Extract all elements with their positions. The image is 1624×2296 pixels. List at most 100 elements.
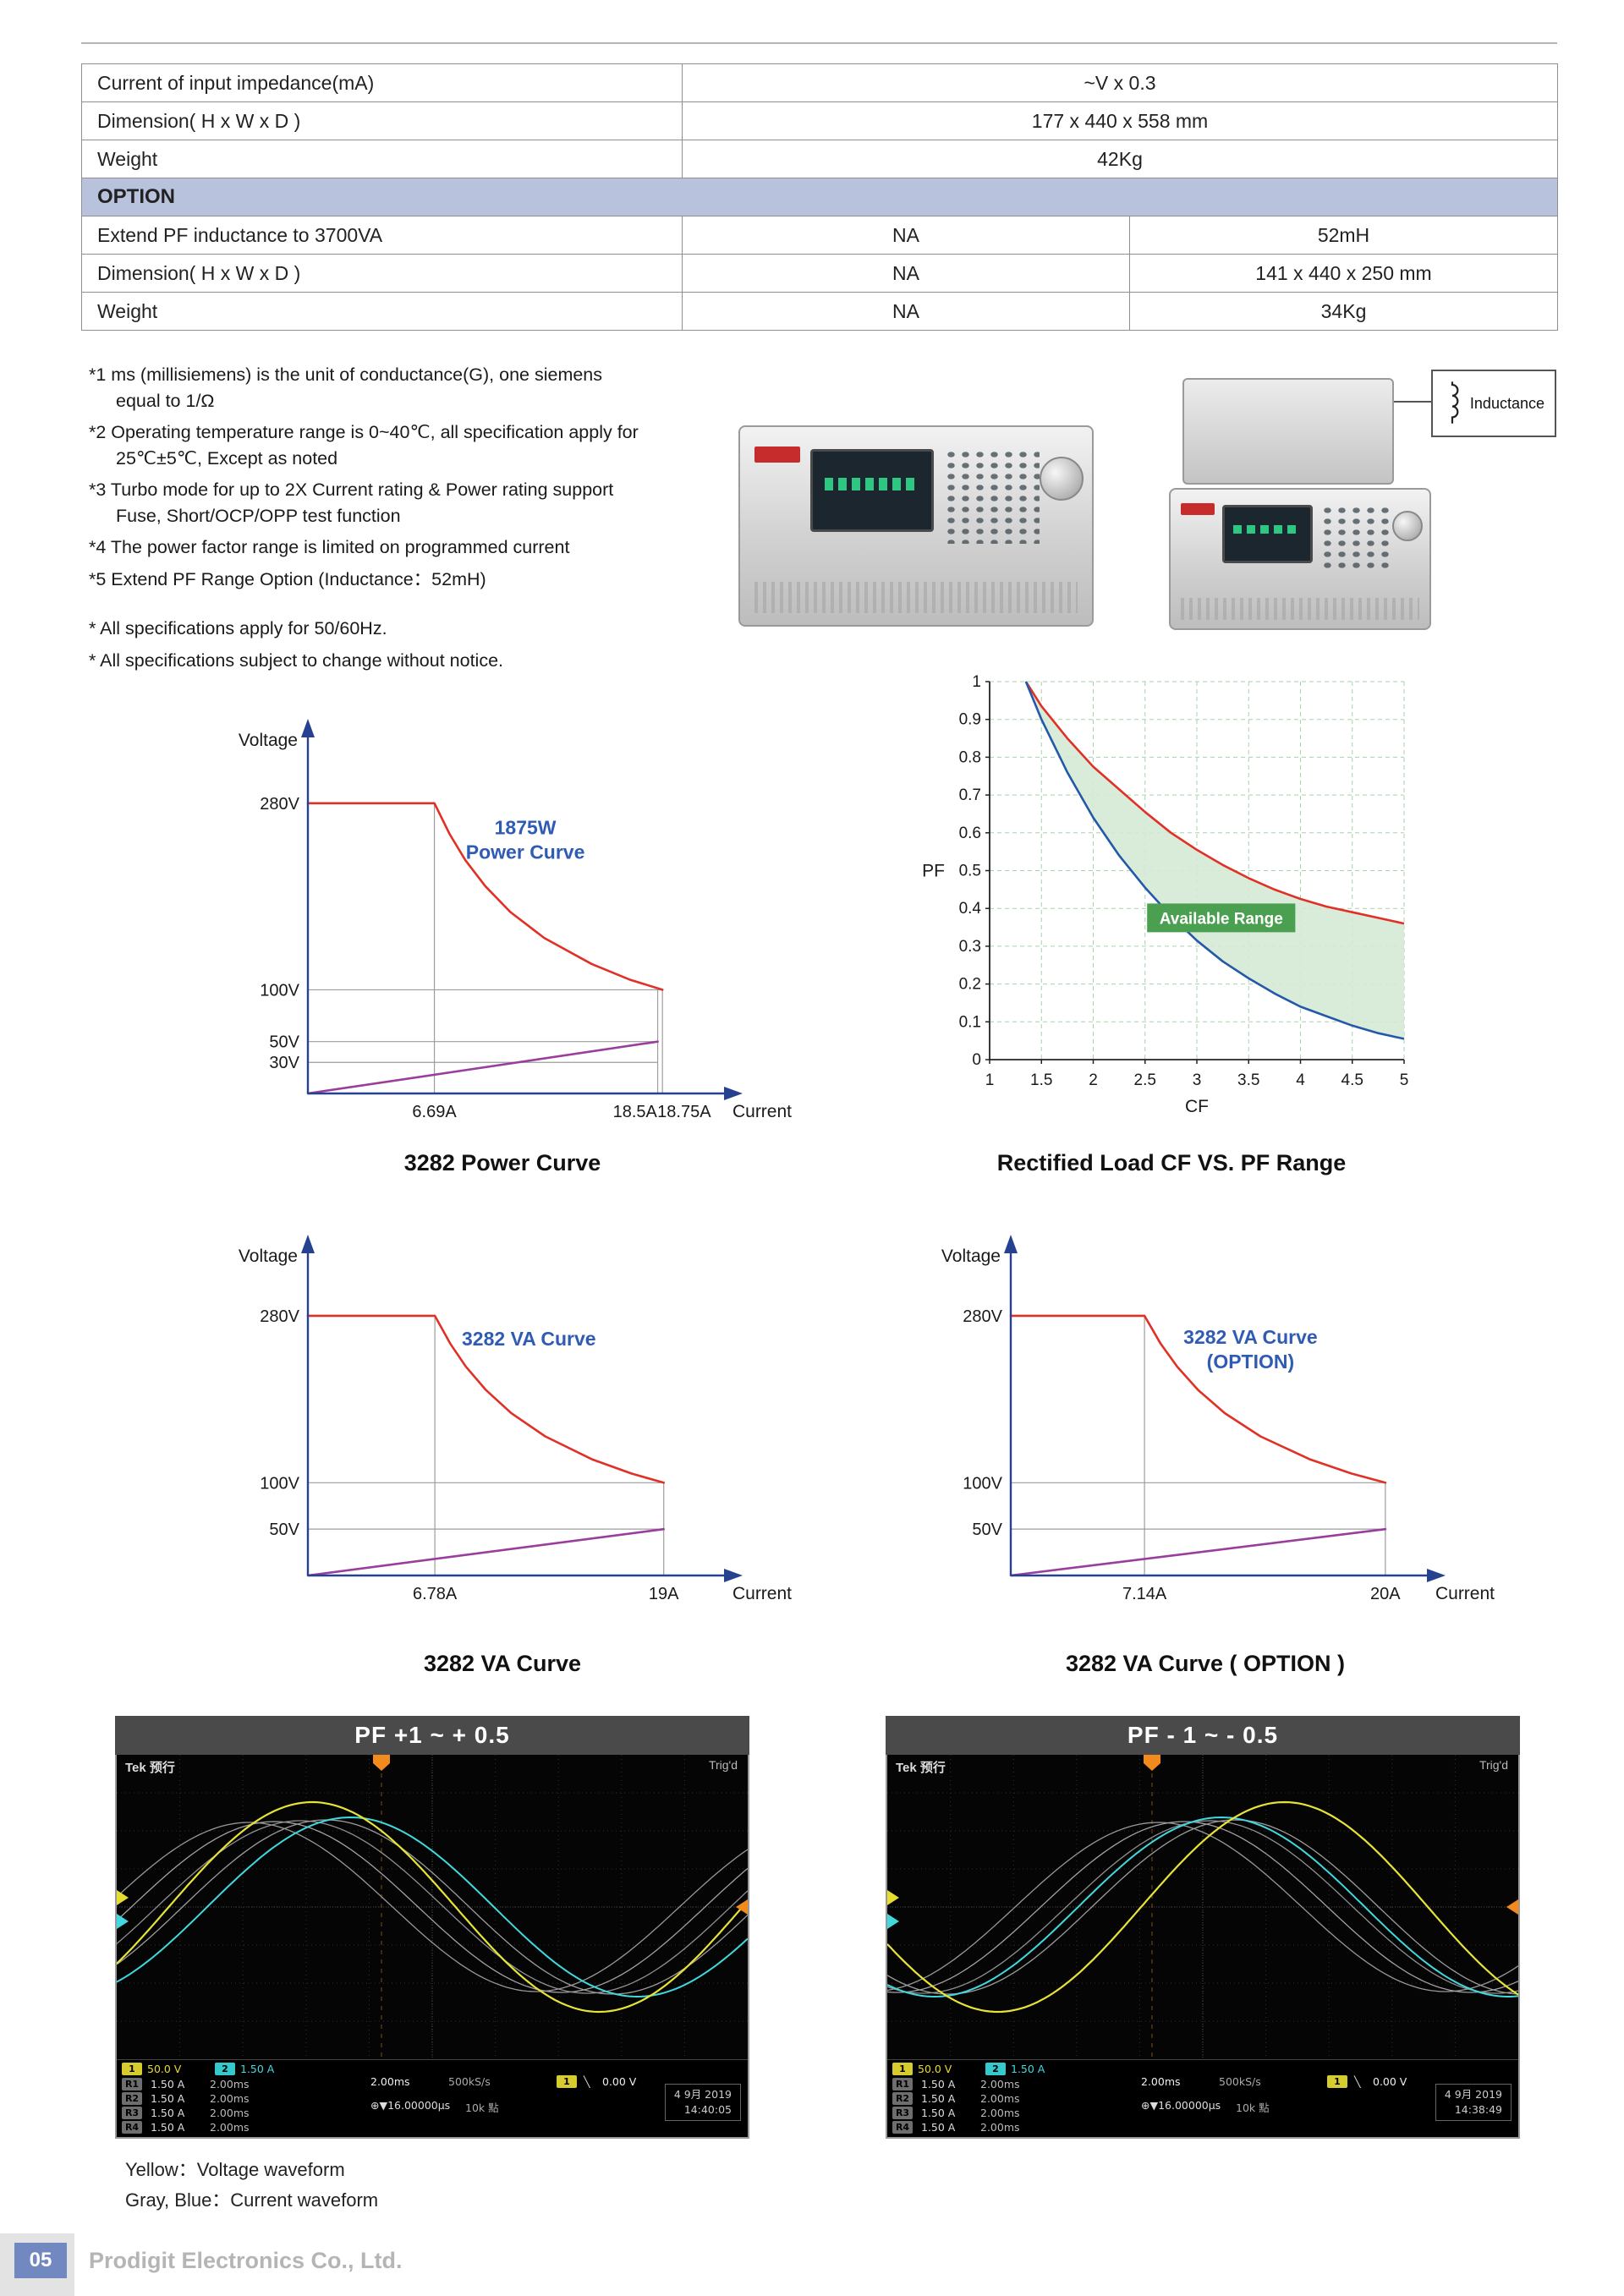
x-tick-label: 20A (1370, 1585, 1401, 1603)
prodigit-logo (1181, 503, 1215, 515)
ref-waveform-1 (117, 1822, 748, 1992)
ref-scale: 1.50 A (921, 2107, 956, 2119)
trigger-level-readout: 0.00 V (602, 2075, 637, 2088)
scope-1-screen: Tek 预行 Trig'd (117, 1755, 748, 2059)
spec-cell: NA (682, 292, 1130, 331)
caption-current: Gray, Blue：Current waveform (125, 2189, 379, 2211)
trigger-slope: ╲ (1354, 2075, 1361, 2088)
x-axis-arrow (1427, 1569, 1446, 1582)
voltage-waveform (117, 1800, 748, 2014)
spec-row: Weight NA 34Kg (81, 292, 1558, 331)
scope-brand-status: Tek 预行 (125, 1761, 175, 1775)
channel-2-marker (887, 1914, 899, 1929)
spec-note: *4 The power factor range is limited on … (89, 537, 570, 558)
y-axis-label: Voltage (941, 1247, 1001, 1266)
ref-waveform-4 (117, 1819, 748, 1995)
instrument-keypad (944, 448, 1040, 545)
timebase-readout: 2.00ms (1141, 2075, 1181, 2088)
instrument-vents (754, 581, 1078, 613)
ref-timebase: 2.00ms (980, 2107, 1020, 2119)
x-tick-label: 6.78A (413, 1585, 458, 1603)
x-axis-label: Current (1435, 1584, 1495, 1603)
scope-2-screen: Tek 预行 Trig'd (887, 1755, 1518, 2059)
channel-1-badge: 1 (892, 2063, 913, 2075)
x-tick-label: 18.75A (657, 1103, 711, 1121)
x-tick-label: 2.5 (1134, 1071, 1156, 1089)
record-length-readout: 10k 點 (465, 2101, 499, 2114)
spec-cell: NA (682, 254, 1130, 293)
company-name: Prodigit Electronics Co., Ltd. (89, 2248, 403, 2273)
inductance-label: Inductance (1469, 394, 1544, 412)
power-curve-title: 3282 Power Curve (403, 1150, 601, 1175)
scope-trig-status: Trig'd (1479, 1758, 1508, 1772)
spec-note: * All specifications apply for 50/60Hz. (89, 618, 387, 639)
ref-badge: R4 (892, 2121, 913, 2134)
scope-2-body: Tek 预行 Trig'd 1 50.0 V 2 1.50 A R1 1.50 A 2.00… (886, 1755, 1520, 2139)
ref-badge: R3 (122, 2107, 142, 2119)
spec-note: * All specifications subject to change w… (89, 649, 504, 671)
spec-table-body: Current of input impedance(mA) ~V x 0.3 Di… (81, 63, 1558, 331)
spec-row: Weight 42Kg (81, 140, 1558, 178)
inductance-option-box (1182, 378, 1394, 485)
y-tick-label: 50V (269, 1521, 299, 1539)
y-axis-arrow (1004, 1235, 1018, 1253)
y-axis-arrow (301, 1235, 315, 1253)
ref-scale: 1.50 A (921, 2121, 956, 2134)
trigger-position-marker (373, 1755, 390, 1771)
instrument-vents (1181, 597, 1419, 621)
instrument-display (1222, 505, 1314, 563)
y-tick-label: 50V (972, 1521, 1002, 1539)
trigger-source-badge: 1 (557, 2075, 577, 2088)
pf-lower-limit (1024, 681, 1405, 1040)
y-tick-label: 50V (269, 1033, 299, 1052)
channel-1-scale: 50.0 V (147, 2063, 182, 2075)
spec-cell: Weight (81, 292, 683, 331)
ref-waveform-1 (887, 1822, 1518, 1992)
instrument-knob (1392, 510, 1424, 541)
sample-rate-readout: 500kS/s (1219, 2075, 1261, 2088)
ref-waveform-2 (117, 1821, 748, 1993)
ref-scale: 1.50 A (921, 2078, 956, 2091)
spec-cell: OPTION (81, 178, 1558, 216)
product-photo-3282 (738, 425, 1094, 627)
spec-table: Current of input impedance(mA) ~V x 0.3 Di… (81, 63, 1558, 331)
spec-note: *1 ms (millisiemens) is the unit of cond… (89, 364, 603, 411)
scope-2-readout: 1 50.0 V 2 1.50 A R1 1.50 A 2.00ms R2 1.50 A 2.00… (887, 2059, 1518, 2137)
x-axis-arrow (724, 1569, 743, 1582)
y-tick-label: 0.2 (959, 976, 981, 994)
spec-cell: Dimension( H x W x D ) (81, 254, 683, 293)
spec-cell: 52mH (1129, 216, 1558, 255)
y-tick-label: 0 (972, 1051, 981, 1069)
va-option-limit-curve (1009, 1314, 1387, 1484)
prodigit-logo (754, 447, 800, 463)
trigger-slope: ╲ (584, 2075, 590, 2088)
chart-annotation: Power Curve (466, 841, 585, 863)
ref-timebase: 2.00ms (980, 2092, 1020, 2105)
record-length-readout: 10k 點 (1236, 2101, 1270, 2114)
va-curve-option-chart: Voltage Current 280V 100V 50V 7.14A 20A 3282 VA… (941, 1235, 1495, 1603)
y-tick-label: 0.4 (959, 900, 982, 918)
channel-1-marker (117, 1890, 129, 1905)
y-tick-label: 0.9 (959, 711, 981, 729)
ref-timebase: 2.00ms (210, 2121, 250, 2134)
x-tick-label: 3.5 (1237, 1071, 1259, 1089)
power-limit-curve (306, 802, 664, 991)
scope-1-waveforms (117, 1755, 748, 2059)
y-tick-label: 100V (260, 1474, 299, 1493)
chart-annotation: 3282 VA Curve (1183, 1326, 1318, 1348)
cf-pf-chart: 0 0.1 0.2 0.3 0.4 0.5 0.6 0.7 0.8 0.9 1 1 1.5 2 2.5 3 3.… (922, 673, 1408, 1116)
x-tick-label: 6.69A (412, 1103, 457, 1121)
channel-1-scale: 50.0 V (918, 2063, 952, 2075)
notes-general-list: * All specifications apply for 50/60Hz. *… (89, 616, 651, 673)
ref-timebase: 2.00ms (980, 2121, 1020, 2134)
scope-time: 14:38:49 (1454, 2103, 1502, 2117)
ref-badge: R4 (122, 2121, 142, 2134)
current-waveform (887, 1816, 1518, 1998)
x-tick-label: 4 (1296, 1071, 1305, 1089)
y-tick-label: 1 (972, 673, 981, 691)
oscilloscope-capture-2: PF - 1 ~ - 0.5 Tek 预行 Trig'd 1 50.0 V 2 1.5… (886, 1716, 1520, 2139)
y-tick-label: 0.8 (959, 748, 981, 766)
available-range-label: Available Range (1160, 910, 1283, 928)
ref-badge: R2 (892, 2092, 913, 2105)
chart-annotation: (OPTION) (1207, 1351, 1295, 1373)
